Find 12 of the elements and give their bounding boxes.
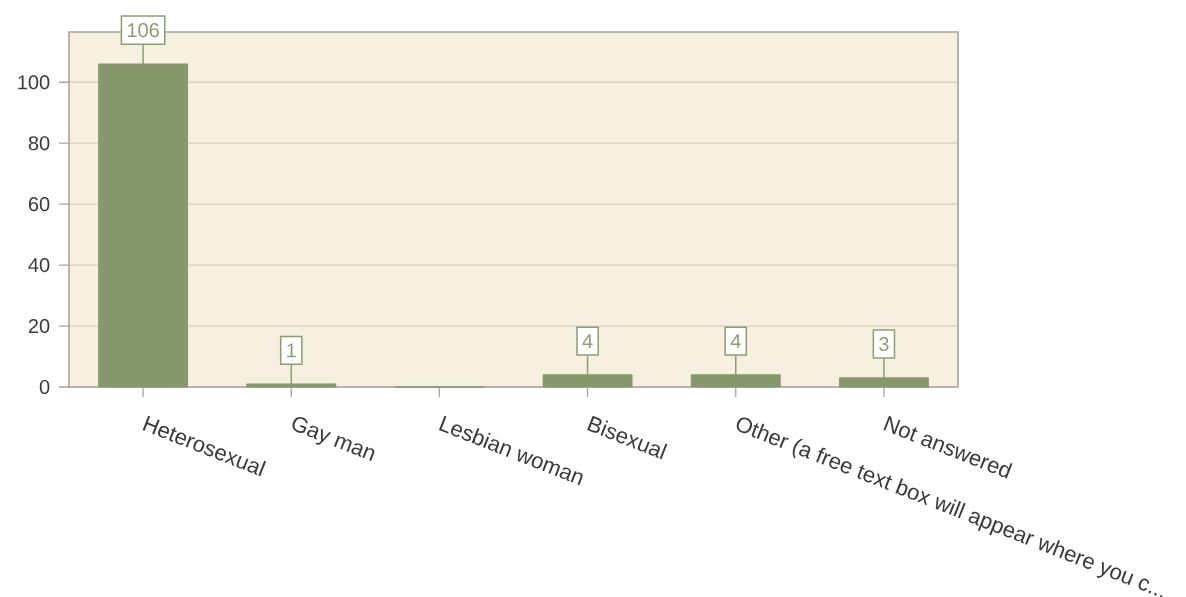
y-tick-label: 60 [28,197,50,212]
data-label: 1 [287,343,296,358]
y-tick-label: 100 [18,75,50,90]
y-tick-label: 20 [28,318,50,334]
data-label: 4 [582,334,593,349]
data-label: 106 [127,23,159,38]
data-label: 3 [879,336,889,352]
x-tick-label: Gay man [292,416,375,461]
y-tick-label: 40 [28,258,50,273]
y-tick-label: 80 [28,136,50,151]
data-label: 4 [730,334,741,349]
y-tick-label: 0 [39,379,50,395]
